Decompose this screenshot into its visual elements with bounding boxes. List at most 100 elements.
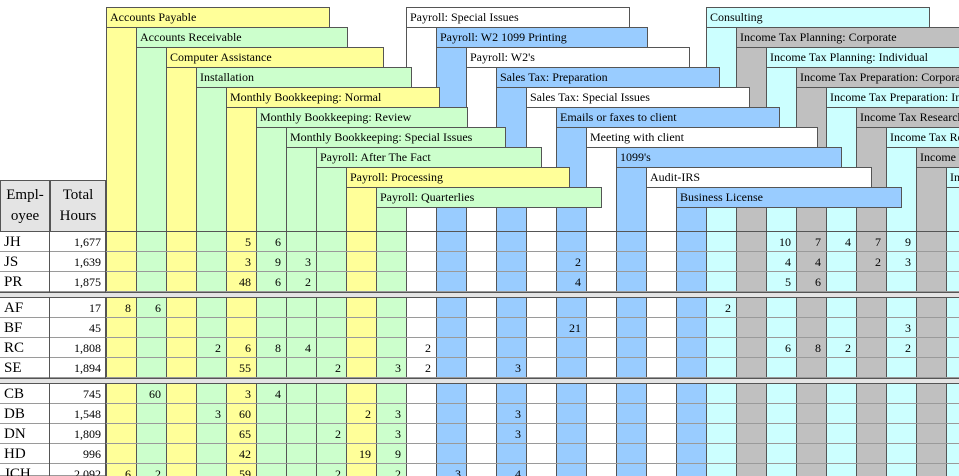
- column-header: Accounts Receivable: [136, 27, 348, 48]
- column-band: [196, 87, 226, 476]
- hours-cell: 4: [305, 341, 311, 355]
- hours-cell: 5: [785, 275, 791, 289]
- hours-cell: 3: [515, 361, 521, 375]
- column-header: Monthly Bookkeeping: Normal: [226, 87, 440, 108]
- hours-cell: 2: [905, 341, 911, 355]
- hours-cell: 9: [395, 447, 401, 461]
- hours-cell: 5: [245, 235, 251, 249]
- total-hours: 745: [50, 384, 106, 404]
- hours-cell: 4: [815, 255, 821, 269]
- hours-cell: 3: [395, 427, 401, 441]
- column-header: Emails or faxes to client: [556, 107, 780, 128]
- column-header: Sales Tax: Special Issues: [526, 87, 750, 108]
- employee-initials: DB: [0, 404, 50, 424]
- hours-cell: 2: [575, 255, 581, 269]
- hours-cell: 60: [149, 387, 161, 401]
- total-hours-header: Total Hours: [50, 180, 106, 232]
- column-header: Income Tax: [946, 167, 959, 188]
- hours-cell: 6: [125, 467, 131, 476]
- data-top-border: [0, 231, 959, 232]
- total-hours: 17: [50, 298, 106, 318]
- column-header: Business License: [676, 187, 902, 208]
- hours-cell: 19: [359, 447, 371, 461]
- hours-cell: 6: [785, 341, 791, 355]
- hours-cell: 48: [239, 275, 251, 289]
- column-header: 1099's: [616, 147, 842, 168]
- employee-initials: AF: [0, 298, 50, 318]
- column-header: Installation: [196, 67, 412, 88]
- hours-cell: 8: [275, 341, 281, 355]
- hours-cell: 3: [515, 407, 521, 421]
- group-separator: [0, 378, 959, 384]
- row-gridline: [0, 291, 959, 292]
- employee-initials: PR: [0, 272, 50, 292]
- column-header: Payroll: W2 1099 Printing: [436, 27, 648, 48]
- column-band: [316, 167, 346, 476]
- row-gridline: [0, 251, 959, 252]
- row-gridline: [0, 317, 959, 318]
- column-band: [646, 187, 676, 476]
- hours-cell: 2: [215, 341, 221, 355]
- row-gridline: [0, 357, 959, 358]
- row-gridline: [0, 423, 959, 424]
- hours-cell: 4: [275, 387, 281, 401]
- hours-cell: 3: [215, 407, 221, 421]
- hours-cell: 55: [239, 361, 251, 375]
- employee-initials: DN: [0, 424, 50, 444]
- column-header: Monthly Bookkeeping: Review: [256, 107, 468, 128]
- total-hours: 2,092: [50, 464, 106, 476]
- employee-initials: JCH: [0, 464, 50, 476]
- column-header: Payroll: W2's: [466, 47, 690, 68]
- row-gridline: [0, 443, 959, 444]
- hours-cell: 2: [425, 341, 431, 355]
- column-band: [286, 147, 316, 476]
- hours-cell: 4: [845, 235, 851, 249]
- column-header: Income Tax Planning: Individual: [766, 47, 959, 68]
- hours-cell: 65: [239, 427, 251, 441]
- employee-initials: JH: [0, 232, 50, 252]
- employee-initials: BF: [0, 318, 50, 338]
- column-header: Meeting with client: [586, 127, 818, 148]
- hours-cell: 4: [575, 275, 581, 289]
- column-header: Income Tax Research: [856, 107, 959, 128]
- hours-cell: 60: [239, 407, 251, 421]
- employee-initials: RC: [0, 338, 50, 358]
- hours-cell: 2: [425, 361, 431, 375]
- hours-cell: 8: [125, 301, 131, 315]
- total-hours: 45: [50, 318, 106, 338]
- column-header: Income Tax Planning: Corporate: [736, 27, 959, 48]
- row-gridline: [0, 403, 959, 404]
- column-header: Consulting: [706, 7, 930, 28]
- hours-cell: 3: [395, 361, 401, 375]
- employee-header: Empl- oyee: [0, 180, 50, 232]
- hours-cell: 3: [245, 387, 251, 401]
- group-separator: [0, 292, 959, 298]
- column-band: [346, 187, 376, 476]
- hours-cell: 9: [905, 235, 911, 249]
- column-header: Accounts Payable: [106, 7, 330, 28]
- column-header: Payroll: Special Issues: [406, 7, 630, 28]
- hours-cell: 3: [455, 467, 461, 476]
- employee-initials: HD: [0, 444, 50, 464]
- hours-cell: 2: [305, 275, 311, 289]
- hours-cell: 2: [335, 427, 341, 441]
- column-header: Computer Assistance: [166, 47, 384, 68]
- hours-cell: 7: [815, 235, 821, 249]
- column-header: Audit-IRS: [646, 167, 872, 188]
- column-band: [916, 167, 946, 476]
- hours-cell: 6: [275, 235, 281, 249]
- total-hours: 1,677: [50, 232, 106, 252]
- hours-cell: 3: [905, 255, 911, 269]
- column-band: [676, 207, 706, 476]
- hours-cell: 2: [875, 255, 881, 269]
- hours-cell: 6: [245, 341, 251, 355]
- column-band: [136, 47, 166, 476]
- column-header: Payroll: Quarterlies: [376, 187, 602, 208]
- hours-cell: 6: [155, 301, 161, 315]
- row-gridline: [0, 271, 959, 272]
- row-gridline: [0, 463, 959, 464]
- hours-cell: 6: [815, 275, 821, 289]
- hours-cell: 10: [779, 235, 791, 249]
- column-header: Payroll: Processing: [346, 167, 570, 188]
